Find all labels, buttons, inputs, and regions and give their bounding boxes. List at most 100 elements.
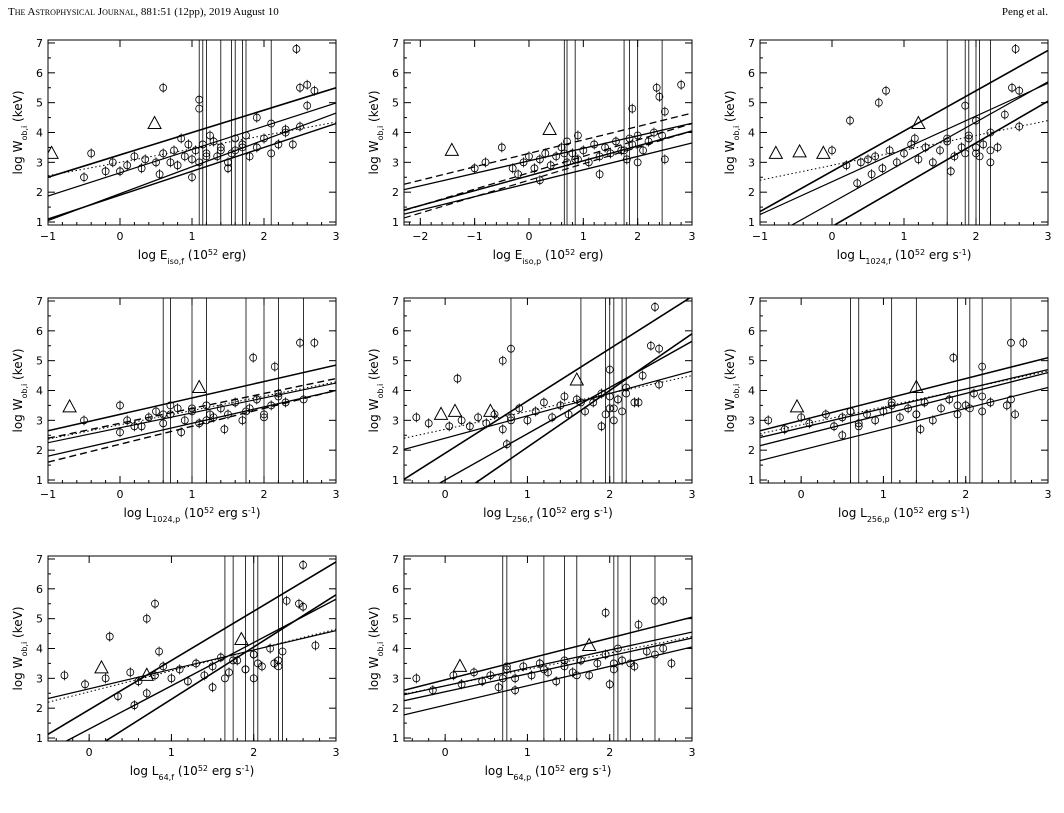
y-axis-label: log Wob,i (keV) [11,348,29,432]
y-tick-label: 4 [748,385,755,398]
data-point [195,95,204,104]
triangle-marker [569,372,585,386]
data-point [871,152,880,161]
fit-line [760,370,1048,435]
data-point [200,671,209,680]
triangle-marker [234,631,249,646]
scatter-chart-c: −1 0 1 2 3 1 2 3 4 5 6 7 log L1024,f (1052 erg s-1) l… [723,37,1052,266]
y-tick-label: 7 [392,553,399,566]
data-point [116,401,124,410]
data-point [1011,410,1019,419]
y-tick-label: 1 [392,216,399,229]
data-point [216,143,225,152]
data-point [470,668,478,677]
data-point [502,440,511,449]
data-point [523,416,532,425]
data-point [281,125,290,134]
data-point [465,422,474,431]
data-point [595,170,604,179]
data-point [609,416,618,425]
x-tick-label: 1 [580,230,587,243]
data-point [650,128,658,137]
data-point [295,599,303,608]
fit-line [48,121,336,177]
data-point [978,407,987,416]
y-tick-label: 3 [392,414,399,427]
data-point [581,407,589,416]
data-point [231,134,240,143]
data-point [546,161,555,170]
y-tick-label: 6 [748,325,755,338]
data-point [986,398,995,407]
data-point [887,401,896,410]
x-tick-label: −2 [412,230,428,243]
data-point [1007,395,1015,404]
y-tick-label: 3 [36,414,43,427]
data-point [303,80,312,89]
x-tick-label: 1 [168,746,175,759]
fit-line [438,340,692,483]
data-point [910,134,919,143]
triangle-marker [789,398,805,413]
data-point [961,101,970,110]
data-point [568,668,577,677]
fit-line [404,130,692,219]
data-point [173,404,182,413]
x-tick-label: 2 [634,230,641,243]
data-point [642,647,651,656]
y-tick-label: 7 [36,553,43,566]
data-point [141,155,150,164]
data-point [871,416,880,425]
y-tick-label: 5 [36,355,43,368]
data-point [303,101,312,110]
data-point [159,662,168,671]
x-tick-label: 3 [1045,488,1052,501]
plot-area [48,556,336,741]
data-point [457,680,466,689]
data-point [144,413,153,422]
data-point [937,404,945,413]
plot-area [404,556,692,741]
fit-line [404,112,692,185]
y-tick-label: 2 [392,186,399,199]
data-point [953,410,962,419]
data-point [916,425,925,434]
triangle-marker [768,145,784,159]
data-point [659,644,668,653]
data-point [614,644,622,653]
y-tick-label: 5 [392,613,399,626]
data-point [249,353,258,362]
data-point [274,389,283,398]
data-point [296,83,304,92]
journal-citation: , 881:51 (12pp), 2019 August 10 [135,6,279,18]
data-point [863,410,871,419]
fit-line [760,386,1048,462]
data-point [216,653,225,662]
data-point [874,98,883,107]
x-axis-label: log Eiso,p (1052 erg) [493,248,604,266]
data-point [609,665,618,674]
triangle-marker [816,145,831,159]
data-point [986,128,995,137]
data-point [116,428,124,437]
data-point [805,419,814,428]
fit-line [832,100,1048,225]
data-point [1019,338,1028,347]
data-point [498,674,507,683]
data-point [310,86,319,95]
data-point [978,392,987,401]
data-point [846,116,854,125]
triangle-marker [48,145,59,159]
data-point [854,419,863,428]
data-point [195,419,204,428]
data-point [105,632,114,641]
data-point [245,404,254,413]
plot-area [760,40,1048,225]
data-point [224,410,232,419]
x-tick-label: 0 [86,746,93,759]
y-tick-label: 7 [36,37,43,50]
data-point [1002,401,1011,410]
fit-line [760,368,1048,439]
data-point [114,692,122,701]
x-tick-label: 1 [880,488,887,501]
